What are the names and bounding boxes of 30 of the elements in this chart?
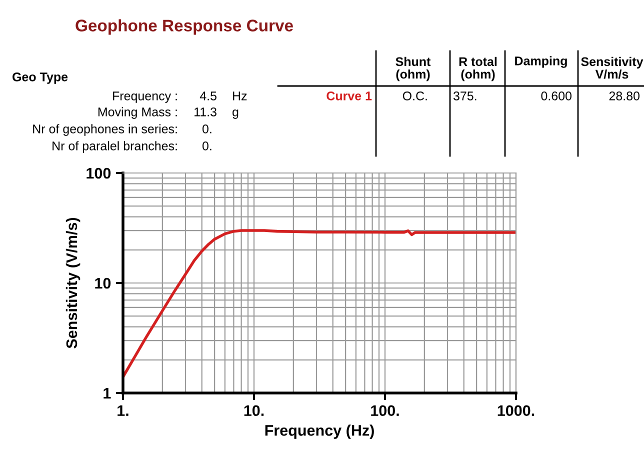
text: Shunt (ohm): [396, 56, 431, 82]
text: Nr of paralel branches:: [52, 141, 177, 153]
x-axis-title: Frequency (Hz): [265, 424, 374, 439]
y-tick-label: 10: [95, 278, 111, 289]
text: Damping: [515, 56, 567, 68]
x-tick-label: 1.: [118, 405, 128, 416]
text: Curve 1: [326, 92, 372, 100]
text: g: [232, 110, 238, 119]
text: Nr of geophones in series:: [33, 124, 177, 136]
text: 375.: [453, 92, 476, 100]
text: 28.80: [609, 92, 640, 100]
x-tick-label: 10.: [244, 405, 264, 416]
text: 11.3: [194, 108, 216, 116]
text: 4.5: [200, 92, 216, 100]
text: Moving Mass :: [98, 107, 177, 119]
x-tick-label: 1000.: [498, 405, 534, 416]
text: 0.: [202, 142, 212, 150]
text: 0.600: [541, 92, 572, 100]
x-tick-label: 100.: [371, 405, 399, 416]
y-tick-label: 1: [104, 388, 111, 399]
text: O.C.: [402, 92, 427, 100]
text: 0.: [202, 124, 212, 134]
text: Sensitivity V/m/s: [581, 56, 644, 79]
y-tick-label: 100: [86, 168, 111, 179]
text: Frequency :: [113, 92, 177, 103]
text: Geo Type: [12, 72, 68, 84]
text: R total (ohm): [459, 56, 497, 82]
chart-title: Geophone Response Curve: [76, 19, 293, 35]
text: Hz: [233, 92, 247, 100]
y-axis-title: Sensitivity (V/m/s): [66, 218, 80, 348]
